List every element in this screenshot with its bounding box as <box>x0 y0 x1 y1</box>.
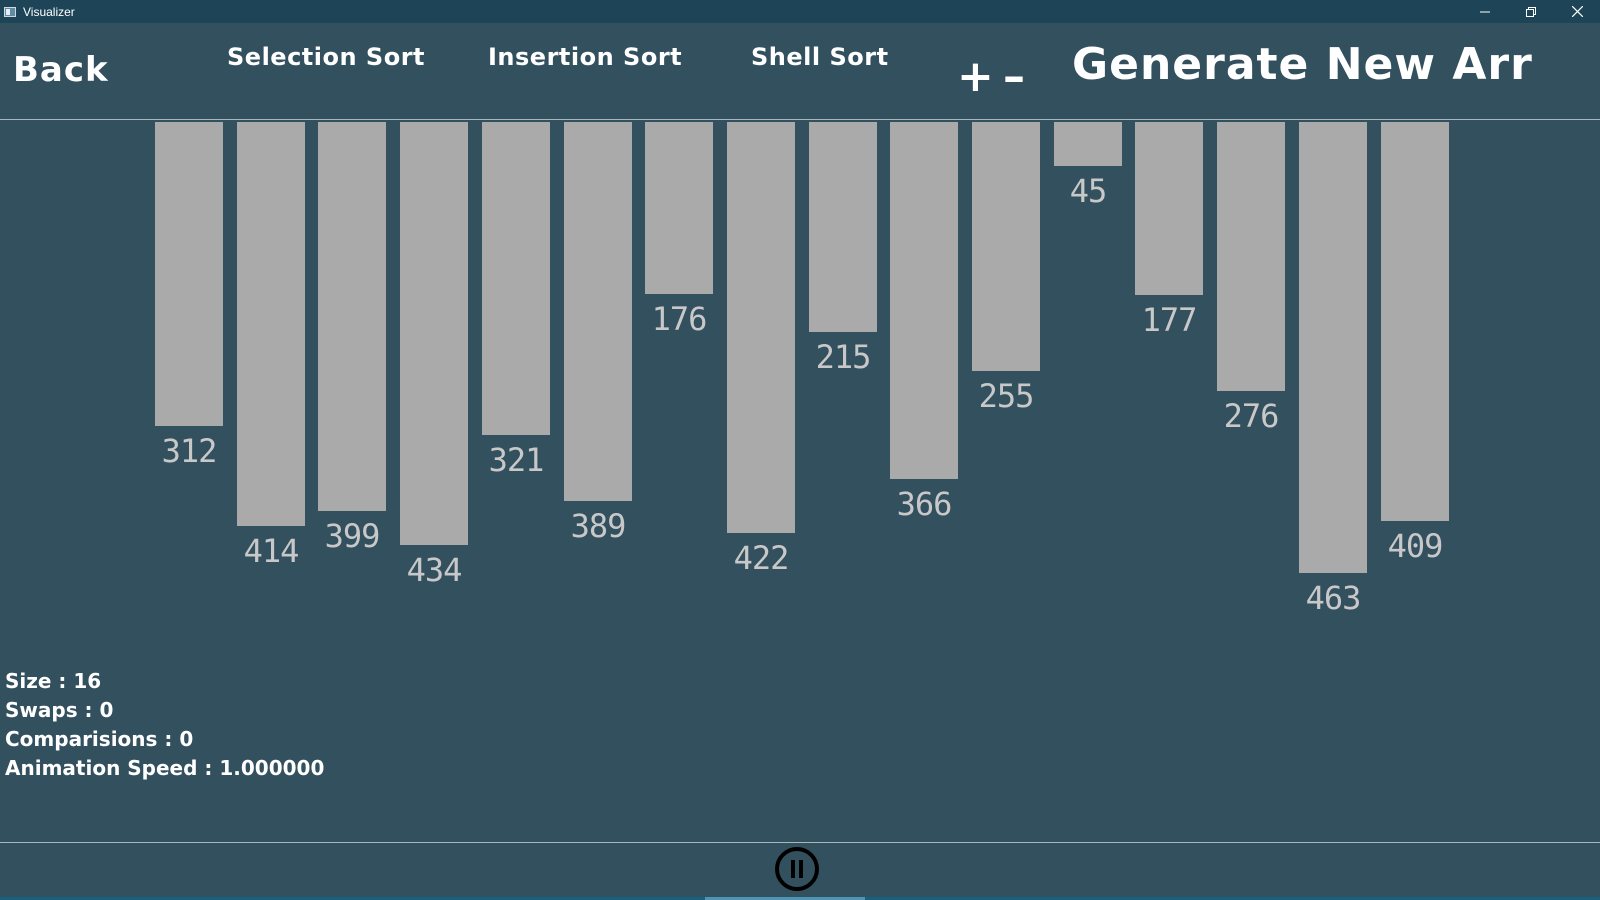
array-bar <box>237 122 305 526</box>
array-bar <box>972 122 1040 371</box>
increase-size-button[interactable]: + <box>957 51 994 102</box>
array-bar <box>1381 122 1449 521</box>
bar-value-label: 389 <box>570 507 627 545</box>
bar-value-label: 177 <box>1141 301 1198 339</box>
array-bar <box>727 122 795 533</box>
stats-panel: Size : 16 Swaps : 0 Comparisions : 0 Ani… <box>5 667 324 783</box>
bar-value-label: 276 <box>1223 397 1280 435</box>
app-window-icon <box>4 6 16 17</box>
bar-value-label: 463 <box>1305 579 1362 617</box>
array-bar <box>318 122 386 511</box>
pause-button[interactable] <box>775 847 819 891</box>
restore-icon[interactable] <box>1508 0 1554 23</box>
bar-value-label: 321 <box>488 441 545 479</box>
bar-value-label: 414 <box>243 532 300 570</box>
bar-value-label: 255 <box>978 377 1035 415</box>
toolbar: Back Selection Sort Insertion Sort Shell… <box>0 23 1600 119</box>
window-title: Visualizer <box>23 4 75 19</box>
array-bar <box>155 122 223 426</box>
bar-value-label: 434 <box>406 551 463 589</box>
bar-value-label: 176 <box>651 300 708 338</box>
array-bar <box>1299 122 1367 573</box>
size-stat: Size : 16 <box>5 669 102 693</box>
taskbar-accent <box>0 897 1600 900</box>
array-bar <box>890 122 958 479</box>
insertion-sort-button[interactable]: Insertion Sort <box>488 43 683 71</box>
array-bar <box>645 122 713 294</box>
animation-speed-stat: Animation Speed : 1.000000 <box>5 756 325 780</box>
bottom-divider <box>0 842 1600 843</box>
array-bar <box>1054 122 1122 166</box>
shell-sort-button[interactable]: Shell Sort <box>751 43 889 71</box>
bar-value-label: 312 <box>161 432 218 470</box>
bar-value-label: 366 <box>896 485 953 523</box>
array-bar <box>564 122 632 501</box>
minimize-icon[interactable] <box>1462 0 1508 23</box>
array-bar <box>482 122 550 435</box>
window-controls <box>1462 0 1600 23</box>
back-button[interactable]: Back <box>13 50 109 90</box>
array-bar <box>1217 122 1285 391</box>
bar-value-label: 399 <box>324 517 381 555</box>
array-bar <box>400 122 468 545</box>
swaps-stat: Swaps : 0 <box>5 698 114 722</box>
bar-value-label: 422 <box>733 539 790 577</box>
generate-new-array-button[interactable]: Generate New Arr <box>1072 39 1533 90</box>
comparisons-stat: Comparisions : 0 <box>5 727 194 751</box>
bar-chart: 312 414 399 434 321 389 176 422 215 366 255 45 177 27… <box>0 122 1600 642</box>
decrease-size-button[interactable]: – <box>1003 51 1025 102</box>
close-icon[interactable] <box>1554 0 1600 23</box>
bar-value-label: 215 <box>815 338 872 376</box>
array-bar <box>1135 122 1203 295</box>
selection-sort-button[interactable]: Selection Sort <box>227 43 426 71</box>
window-titlebar: Visualizer <box>0 0 1600 23</box>
toolbar-divider <box>0 119 1600 120</box>
array-bar <box>809 122 877 332</box>
bar-value-label: 409 <box>1387 527 1444 565</box>
bar-value-label: 45 <box>1069 172 1108 210</box>
